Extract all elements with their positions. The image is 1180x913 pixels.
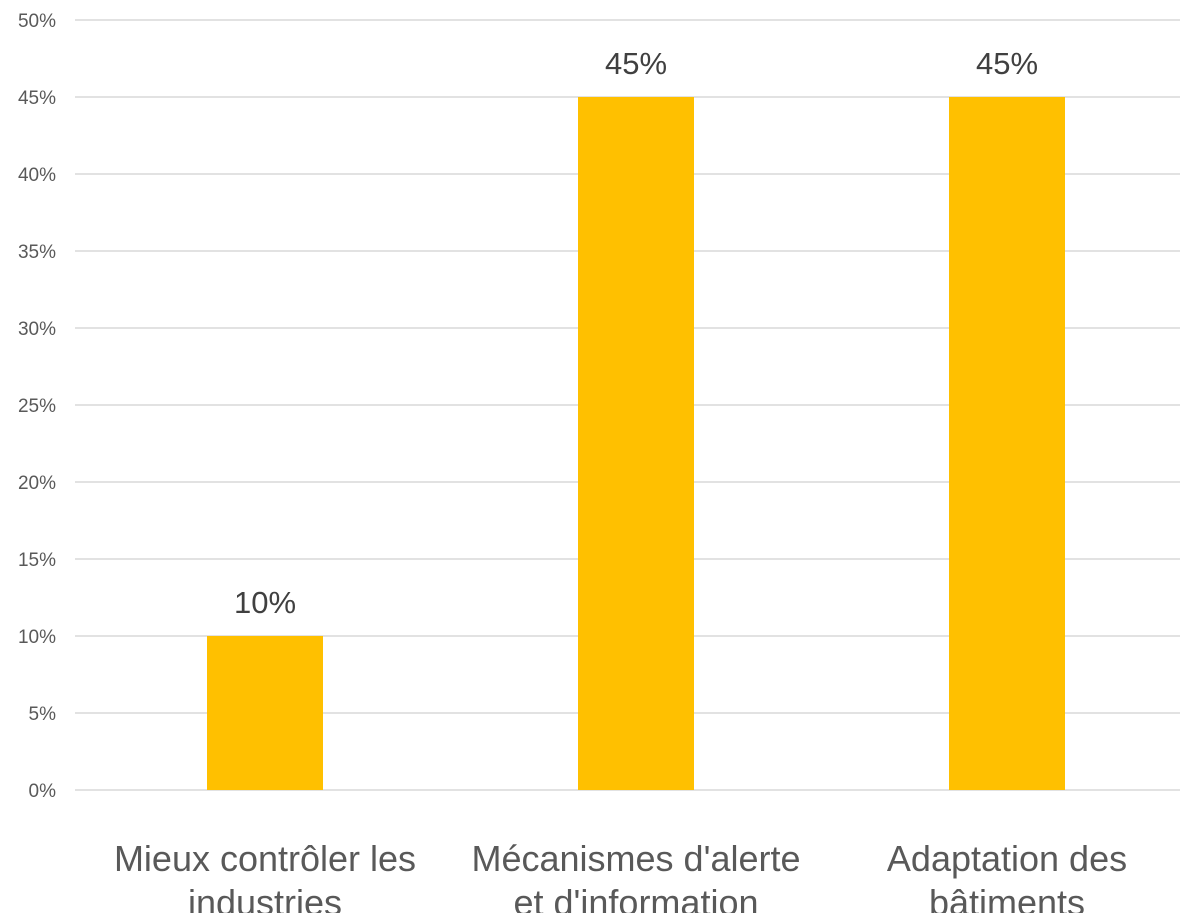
- category-label-2: Mécanismes d'alerte et d'information: [471, 838, 800, 913]
- bar-2: [578, 97, 694, 790]
- category-label-line: Mieux contrôler les: [114, 838, 416, 879]
- category-label-line: Mécanismes d'alerte: [471, 838, 800, 879]
- data-label-3: 45%: [976, 46, 1038, 81]
- data-label-2: 45%: [605, 46, 667, 81]
- y-tick-label: 35%: [18, 242, 56, 263]
- category-label-1: Mieux contrôler les industries: [114, 838, 416, 913]
- y-tick-label: 25%: [18, 396, 56, 417]
- category-label-3: Adaptation des bâtiments: [887, 838, 1127, 913]
- bars: [207, 97, 1065, 790]
- data-label-1: 10%: [234, 585, 296, 620]
- category-label-line: et d'information: [513, 882, 758, 913]
- y-tick-label: 5%: [29, 704, 57, 725]
- y-tick-label: 0%: [29, 781, 57, 802]
- y-tick-label: 40%: [18, 165, 56, 186]
- category-label-line: Adaptation des: [887, 838, 1127, 879]
- y-tick-label: 50%: [18, 11, 56, 32]
- bar-3: [949, 97, 1065, 790]
- category-label-line: industries: [188, 882, 342, 913]
- category-labels: Mieux contrôler les industries Mécanismes …: [114, 838, 1127, 913]
- y-tick-label: 20%: [18, 473, 56, 494]
- y-tick-label: 15%: [18, 550, 56, 571]
- data-labels: 10% 45% 45%: [234, 46, 1038, 620]
- category-label-line: bâtiments: [929, 882, 1085, 913]
- y-tick-label: 45%: [18, 88, 56, 109]
- bar-1: [207, 636, 323, 790]
- y-tick-label: 10%: [18, 627, 56, 648]
- y-axis-tick-labels: 0% 5% 10% 15% 20% 25% 30% 35% 40% 45% 50%: [18, 11, 56, 802]
- y-tick-label: 30%: [18, 319, 56, 340]
